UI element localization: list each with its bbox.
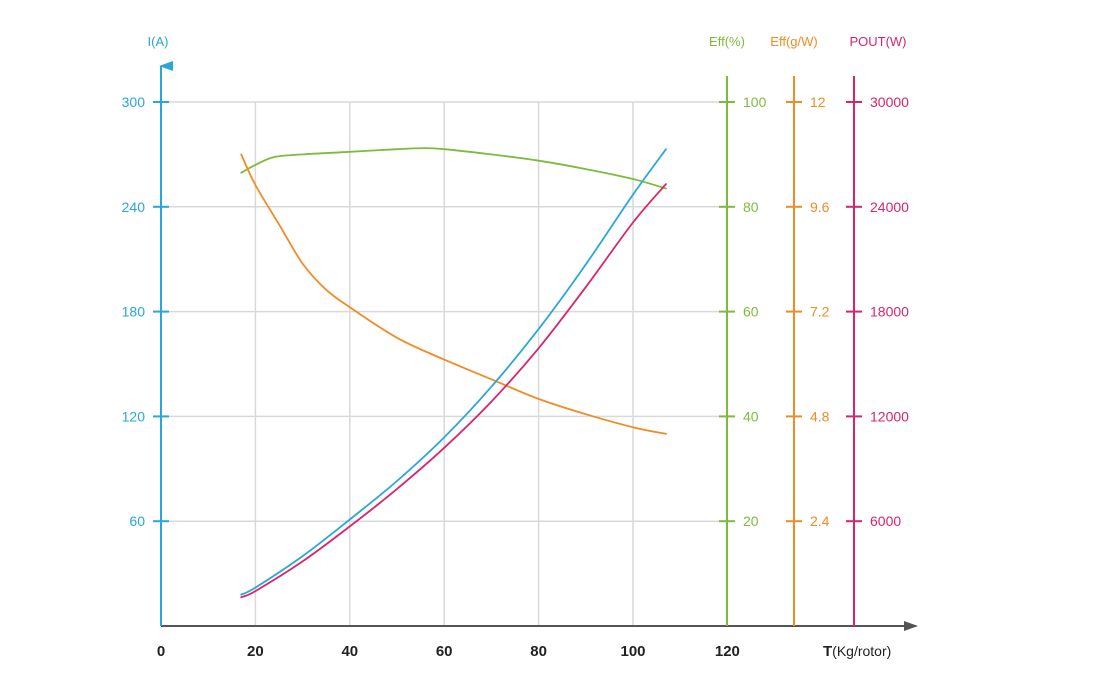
- x-axis-title: T(Kg/rotor): [823, 643, 891, 660]
- series-line-I: [240, 148, 667, 596]
- y-tick-label-effp: 80: [743, 199, 759, 215]
- y-tick-label-pout: 24000: [870, 199, 909, 215]
- y-tick-label-effp: 100: [743, 94, 767, 110]
- axes: [153, 61, 918, 631]
- y-axis-title-pout: POUT(W): [849, 34, 906, 49]
- y-axis-title-effp: Eff(%): [709, 34, 745, 49]
- x-tick-label: 40: [341, 643, 358, 660]
- y-tick-label-effp: 40: [743, 408, 759, 424]
- y-tick-label-I: 120: [122, 408, 146, 424]
- y-tick-label-I: 300: [122, 94, 146, 110]
- y-tick-label-pout: 12000: [870, 408, 909, 424]
- y-tick-label-pout: 30000: [870, 94, 909, 110]
- series-line-effg: [240, 153, 667, 435]
- y-tick-label-pout: 18000: [870, 304, 909, 320]
- y-tick-label-I: 240: [122, 199, 146, 215]
- y-tick-label-effg: 12: [810, 94, 826, 110]
- y-tick-label-effg: 2.4: [810, 513, 830, 529]
- x-tick-label: 0: [157, 643, 165, 660]
- x-tick-label: 60: [436, 643, 453, 660]
- grid-lines: [161, 101, 727, 626]
- y-tick-label-effg: 7.2: [810, 304, 830, 320]
- x-tick-label: 20: [247, 643, 264, 660]
- y-tick-label-I: 180: [122, 304, 146, 320]
- axis-labels: 60120180240300I(A)20406080100Eff(%)2.44.…: [122, 34, 910, 660]
- series-line-pout: [240, 183, 667, 599]
- series-lines: [240, 147, 667, 599]
- x-tick-label: 120: [715, 643, 740, 660]
- y-tick-label-effp: 60: [743, 304, 759, 320]
- y-tick-label-pout: 6000: [870, 513, 901, 529]
- x-tick-label: 80: [530, 643, 547, 660]
- y-tick-label-I: 60: [129, 513, 145, 529]
- y-tick-label-effp: 20: [743, 513, 759, 529]
- y-axis-title-effg: Eff(g/W): [770, 34, 817, 49]
- series-line-effp: [240, 147, 667, 190]
- y-axis-title-I: I(A): [148, 34, 169, 49]
- x-tick-label: 100: [620, 643, 645, 660]
- y-tick-label-effg: 4.8: [810, 408, 830, 424]
- y-tick-label-effg: 9.6: [810, 199, 830, 215]
